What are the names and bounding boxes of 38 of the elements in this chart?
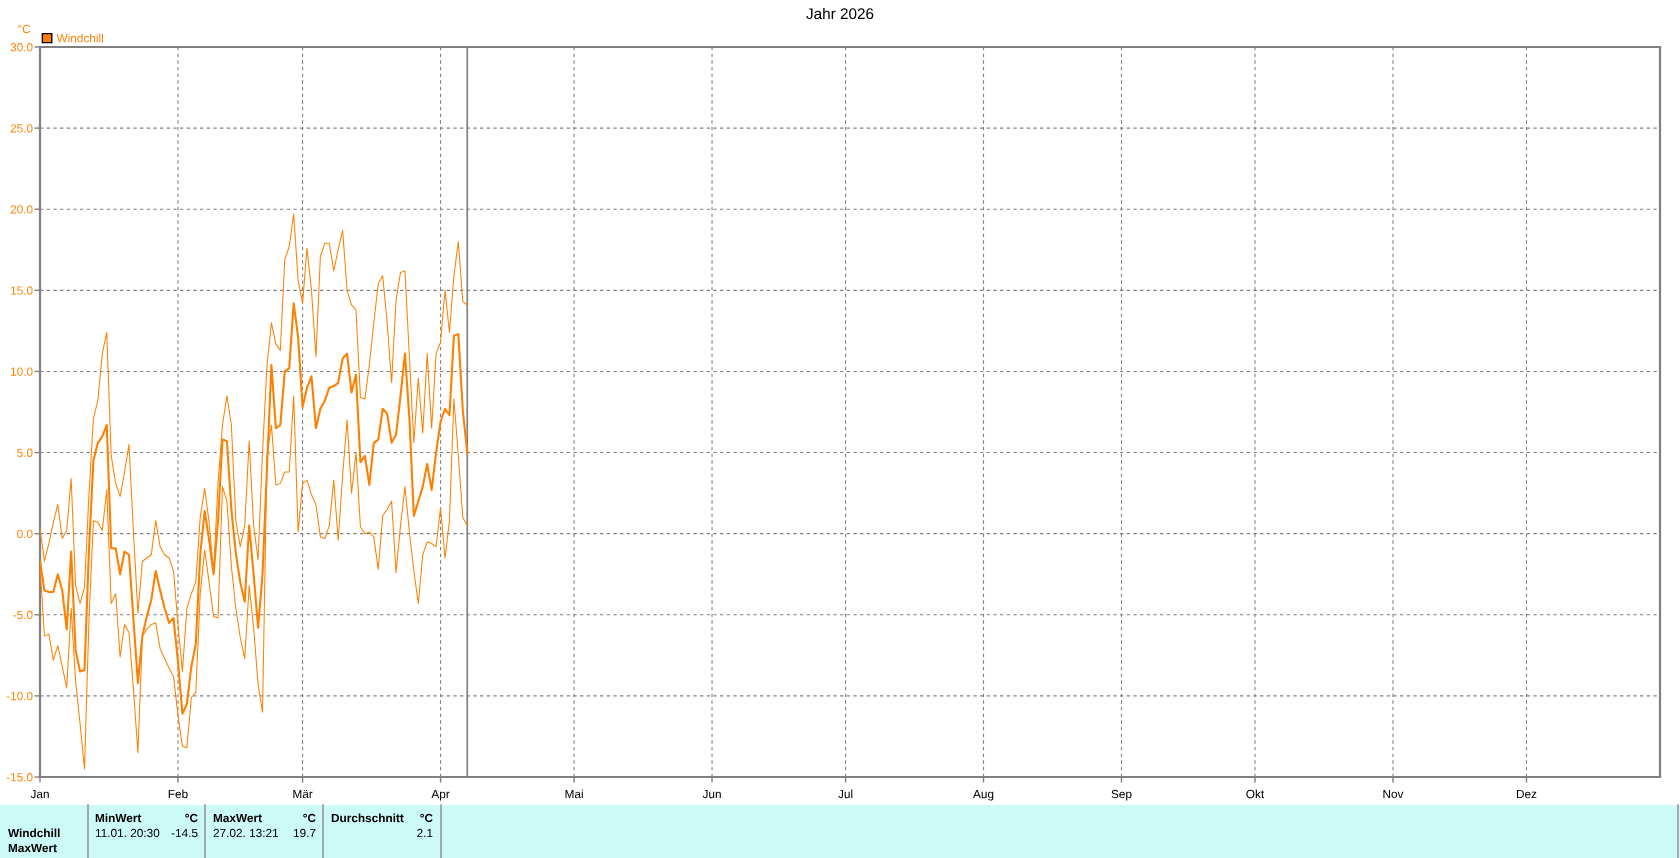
- x-tick-label: Okt: [1246, 789, 1265, 799]
- x-tick-label: Aug: [973, 789, 994, 801]
- text: °C: [303, 813, 316, 823]
- y-axis-title: °C: [18, 24, 31, 34]
- x-tick-label: Mai: [565, 789, 583, 799]
- x-tick-label: Jun: [702, 789, 721, 799]
- y-tick-label: -5.0: [13, 610, 33, 620]
- text: -14.5: [171, 828, 198, 838]
- y-tick-label: -15.0: [6, 773, 33, 782]
- y-tick-label: 20.0: [10, 205, 33, 214]
- y-tick-label: 25.0: [10, 124, 33, 133]
- text: Durchschnitt: [331, 813, 404, 823]
- y-tick-label: 5.0: [17, 448, 33, 457]
- x-tick-label: Mär: [293, 789, 313, 799]
- text: 2.1: [417, 828, 433, 838]
- y-tick-label: 30.0: [10, 43, 33, 52]
- text: °C: [185, 813, 198, 823]
- text: 27.02. 13:21: [213, 828, 279, 838]
- legend-label: Windchill: [56, 33, 103, 43]
- x-tick-label: Dez: [1516, 789, 1537, 799]
- y-tick-label: 15.0: [10, 286, 33, 295]
- text: MaxWert: [213, 813, 262, 823]
- x-tick-label: Apr: [431, 789, 450, 801]
- y-tick-label: 0.0: [17, 529, 33, 539]
- x-tick-label: Nov: [1383, 789, 1404, 799]
- text: Windchill: [8, 828, 60, 838]
- text: MaxWert: [8, 843, 57, 853]
- text: MinWert: [95, 813, 142, 823]
- x-tick-label: Feb: [168, 789, 188, 799]
- x-tick-label: Sep: [1111, 789, 1132, 801]
- y-tick-label: -10.0: [6, 691, 33, 701]
- y-tick-label: 10.0: [10, 367, 33, 376]
- x-tick-label: Jul: [838, 789, 853, 799]
- chart-title: Jahr 2026: [806, 7, 874, 20]
- text: 19.7: [293, 828, 316, 838]
- x-tick-label: Jan: [30, 789, 49, 799]
- text: °C: [420, 813, 433, 823]
- text: 11.01. 20:30: [95, 828, 160, 838]
